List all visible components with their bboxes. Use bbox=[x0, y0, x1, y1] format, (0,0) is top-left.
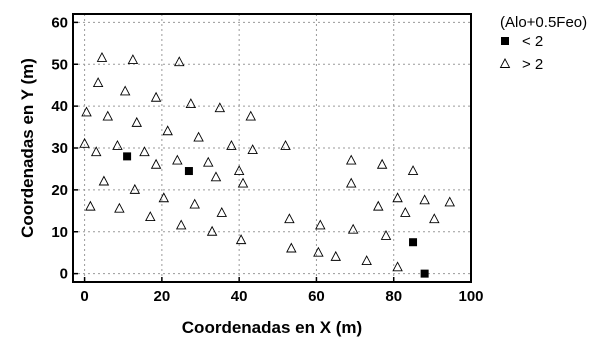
data-points bbox=[79, 52, 455, 278]
data-point-square bbox=[184, 167, 193, 176]
legend-marker-square bbox=[501, 37, 509, 45]
data-point-triangle bbox=[444, 196, 455, 207]
data-point-triangle bbox=[150, 91, 162, 102]
data-point-triangle bbox=[162, 125, 173, 136]
data-point-triangle bbox=[313, 246, 324, 257]
x-tick-label: 60 bbox=[308, 288, 325, 305]
data-point-triangle bbox=[102, 110, 114, 121]
data-point-triangle bbox=[380, 229, 392, 240]
data-point-triangle bbox=[185, 98, 197, 108]
data-point-triangle bbox=[206, 225, 218, 236]
data-point-triangle bbox=[114, 202, 125, 213]
data-point-triangle bbox=[284, 213, 295, 224]
series-lt-2 bbox=[123, 152, 429, 278]
data-point-triangle bbox=[92, 77, 104, 88]
legend-items: < 2> 2 bbox=[499, 33, 543, 73]
data-point-triangle bbox=[235, 234, 247, 245]
x-tick-label: 40 bbox=[231, 288, 248, 305]
legend-marker-triangle bbox=[499, 58, 511, 68]
data-point-triangle bbox=[127, 54, 139, 65]
data-point-triangle bbox=[193, 131, 204, 142]
data-point-square bbox=[123, 152, 132, 161]
y-tick-label: 30 bbox=[51, 140, 68, 157]
data-point-triangle bbox=[214, 102, 226, 113]
data-point-triangle bbox=[345, 177, 357, 188]
data-point-triangle bbox=[131, 116, 143, 127]
x-axis-ticks: 0 20 40 60 80 100 bbox=[80, 277, 484, 305]
data-point-triangle bbox=[175, 219, 187, 230]
data-point-triangle bbox=[392, 261, 403, 272]
data-point-square bbox=[409, 238, 418, 247]
x-axis-title: Coordenadas en X (m) bbox=[182, 318, 362, 337]
y-axis-ticks: 0 10 20 30 40 50 60 bbox=[51, 14, 78, 283]
data-point-triangle bbox=[419, 194, 430, 205]
plot-frame bbox=[72, 13, 472, 283]
legend-label: < 2 bbox=[522, 33, 543, 50]
data-point-triangle bbox=[247, 144, 258, 155]
data-point-square bbox=[420, 269, 429, 278]
x-tick-label: 0 bbox=[80, 288, 88, 305]
data-point-triangle bbox=[145, 211, 156, 222]
y-tick-label: 50 bbox=[51, 56, 68, 73]
data-point-triangle bbox=[407, 165, 419, 175]
grid bbox=[73, 14, 471, 282]
data-point-triangle bbox=[280, 139, 291, 150]
series-gt-2 bbox=[79, 52, 455, 272]
data-point-triangle bbox=[172, 154, 183, 165]
data-point-triangle bbox=[79, 137, 90, 148]
data-point-triangle bbox=[226, 139, 237, 150]
legend-title: (Alo+0.5Feo) bbox=[500, 14, 587, 31]
data-point-triangle bbox=[158, 192, 170, 203]
data-point-triangle bbox=[112, 139, 123, 150]
x-tick-label: 80 bbox=[385, 288, 402, 305]
data-point-triangle bbox=[150, 158, 162, 169]
legend: (Alo+0.5Feo) < 2> 2 bbox=[499, 14, 587, 73]
data-point-triangle bbox=[85, 200, 96, 211]
data-point-triangle bbox=[373, 200, 384, 211]
data-point-triangle bbox=[216, 206, 228, 217]
x-tick-label: 100 bbox=[458, 288, 483, 305]
data-point-triangle bbox=[330, 250, 342, 261]
data-point-triangle bbox=[245, 110, 256, 121]
data-point-triangle bbox=[347, 223, 359, 234]
legend-label: > 2 bbox=[522, 56, 543, 73]
data-point-triangle bbox=[315, 219, 326, 230]
x-tick-label: 20 bbox=[154, 288, 171, 305]
data-point-triangle bbox=[286, 242, 297, 253]
y-tick-label: 10 bbox=[51, 224, 68, 241]
data-point-triangle bbox=[96, 52, 108, 62]
data-point-triangle bbox=[119, 85, 131, 96]
data-point-triangle bbox=[189, 198, 200, 209]
data-point-triangle bbox=[98, 175, 110, 186]
y-tick-label: 40 bbox=[51, 98, 68, 115]
data-point-triangle bbox=[174, 56, 185, 67]
data-point-triangle bbox=[345, 154, 357, 165]
data-point-triangle bbox=[210, 171, 222, 182]
data-point-triangle bbox=[361, 255, 372, 266]
data-point-triangle bbox=[129, 183, 141, 194]
y-tick-label: 20 bbox=[51, 182, 68, 199]
data-point-triangle bbox=[81, 106, 92, 117]
data-point-triangle bbox=[400, 206, 411, 217]
data-point-triangle bbox=[139, 146, 150, 157]
y-tick-label: 0 bbox=[60, 266, 68, 283]
data-point-triangle bbox=[90, 146, 102, 157]
y-tick-label: 60 bbox=[51, 14, 68, 31]
data-point-triangle bbox=[202, 156, 214, 167]
data-point-triangle bbox=[376, 158, 388, 169]
data-point-triangle bbox=[233, 165, 245, 175]
y-axis-title: Coordenadas en Y (m) bbox=[18, 58, 37, 238]
data-point-triangle bbox=[429, 213, 440, 224]
data-point-triangle bbox=[237, 177, 249, 188]
data-point-triangle bbox=[392, 192, 403, 203]
